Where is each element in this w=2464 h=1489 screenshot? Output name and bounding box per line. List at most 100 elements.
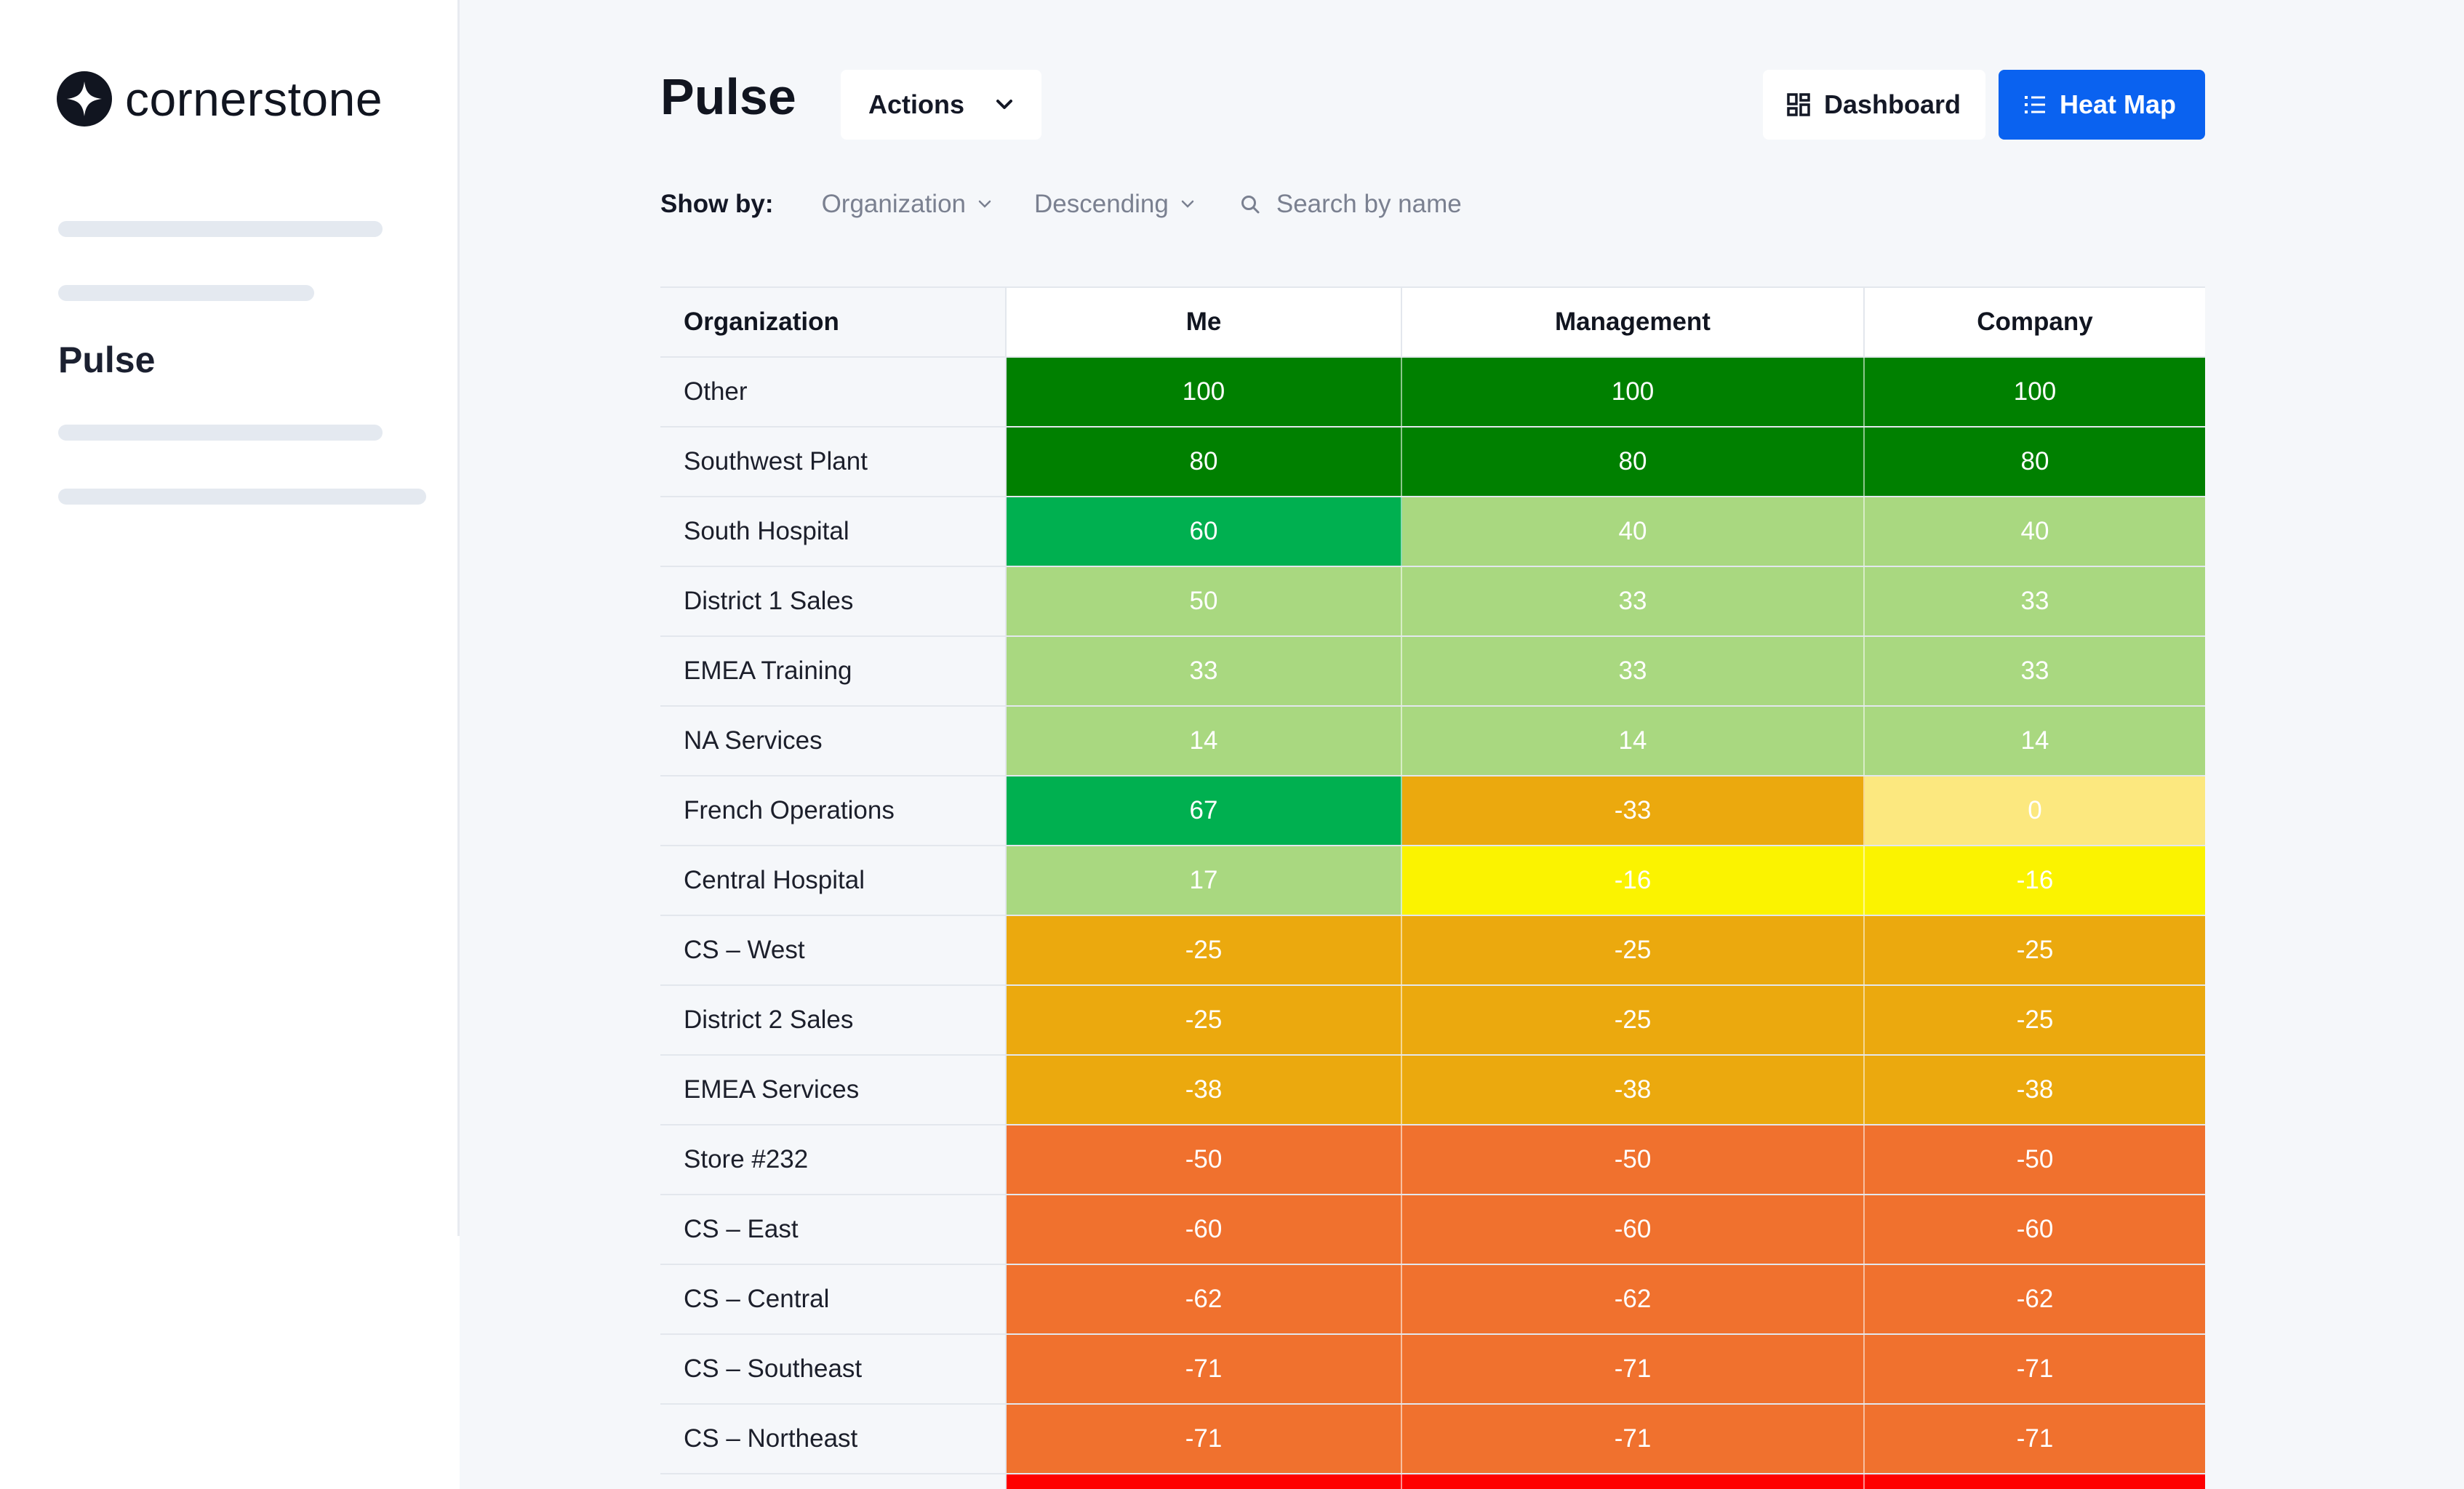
score-cell-management[interactable]: -25 <box>1402 916 1865 984</box>
table-row[interactable]: EMEA Training 33 33 33 <box>660 637 2205 707</box>
actions-label: Actions <box>868 89 965 119</box>
score-cell-me[interactable]: 50 <box>1007 567 1402 635</box>
table-row[interactable]: District 1 Sales 50 33 33 <box>660 567 2205 637</box>
chevron-down-icon <box>996 100 1012 109</box>
chevron-down-icon <box>1181 200 1194 208</box>
score-cell-company[interactable]: -16 <box>1865 846 2205 915</box>
table-row[interactable]: CS – West -25 -25 -25 <box>660 916 2205 986</box>
score-cell-management[interactable]: -50 <box>1402 1125 1865 1194</box>
organization-name: Store #232 <box>660 1125 1007 1194</box>
score-cell-company[interactable]: -50 <box>1865 1125 2205 1194</box>
brand-name: cornerstone <box>125 72 383 126</box>
score-cell-me[interactable]: 67 <box>1007 776 1402 845</box>
score-cell-company[interactable]: 80 <box>1865 428 2205 496</box>
table-row[interactable]: EMEA Services -38 -38 -38 <box>660 1056 2205 1125</box>
sidebar-item-pulse[interactable]: Pulse <box>58 340 156 380</box>
table-row[interactable]: District 2 Sales -25 -25 -25 <box>660 986 2205 1056</box>
score-cell-company[interactable]: -71 <box>1865 1335 2205 1403</box>
score-cell-me[interactable]: 14 <box>1007 707 1402 775</box>
search-input[interactable]: Search by name <box>1240 190 1462 219</box>
score-cell-management[interactable]: 33 <box>1402 567 1865 635</box>
score-cell-management[interactable]: -16 <box>1402 846 1865 915</box>
dashboard-button[interactable]: Dashboard <box>1763 70 1985 140</box>
heat-map-button[interactable]: Heat Map <box>1999 70 2205 140</box>
score-cell-me <box>1007 1474 1402 1489</box>
score-cell-management[interactable]: -71 <box>1402 1335 1865 1403</box>
organization-name: NA Services <box>660 707 1007 775</box>
score-cell-management[interactable]: -33 <box>1402 776 1865 845</box>
nav-placeholder-1 <box>58 221 383 237</box>
score-cell-management[interactable]: 14 <box>1402 707 1865 775</box>
score-cell-me[interactable]: -50 <box>1007 1125 1402 1194</box>
table-row[interactable]: Other 100 100 100 <box>660 358 2205 428</box>
organization-name: Central Hospital <box>660 846 1007 915</box>
column-header-me[interactable]: Me <box>1007 288 1402 356</box>
table-row[interactable]: Central Hospital 17 -16 -16 <box>660 846 2205 916</box>
score-cell-management[interactable]: 40 <box>1402 497 1865 566</box>
score-cell-management[interactable]: -62 <box>1402 1265 1865 1333</box>
score-cell-company[interactable]: -38 <box>1865 1056 2205 1124</box>
score-cell-company[interactable]: -71 <box>1865 1405 2205 1473</box>
score-cell-me[interactable]: -38 <box>1007 1056 1402 1124</box>
score-cell-me[interactable]: 60 <box>1007 497 1402 566</box>
score-cell-company[interactable]: 33 <box>1865 637 2205 705</box>
column-header-management[interactable]: Management <box>1402 288 1865 356</box>
brand-logo[interactable]: cornerstone <box>57 71 383 127</box>
score-cell-me[interactable]: -62 <box>1007 1265 1402 1333</box>
table-row[interactable]: Southwest Plant 80 80 80 <box>660 428 2205 497</box>
column-header-organization[interactable]: Organization <box>660 288 1007 356</box>
organization-name: EMEA Services <box>660 1056 1007 1124</box>
table-row[interactable]: CS – Southeast -71 -71 -71 <box>660 1335 2205 1405</box>
table-row[interactable]: CS – Northeast -71 -71 -71 <box>660 1405 2205 1474</box>
score-cell-management[interactable]: -71 <box>1402 1405 1865 1473</box>
table-row[interactable]: CS – East -60 -60 -60 <box>660 1195 2205 1265</box>
sort-order-value: Descending <box>1034 190 1169 218</box>
organization-name: CS – Southeast <box>660 1335 1007 1403</box>
table-header-row: Organization Me Management Company <box>660 286 2205 358</box>
table-row[interactable]: CS – Central -62 -62 -62 <box>660 1265 2205 1335</box>
score-cell-management[interactable]: -38 <box>1402 1056 1865 1124</box>
score-cell-me[interactable]: -25 <box>1007 916 1402 984</box>
score-cell-management[interactable]: 33 <box>1402 637 1865 705</box>
score-cell-company[interactable]: -25 <box>1865 986 2205 1054</box>
score-cell-company[interactable]: 40 <box>1865 497 2205 566</box>
sort-order-dropdown[interactable]: Descending <box>1034 190 1195 219</box>
score-cell-me[interactable]: -60 <box>1007 1195 1402 1264</box>
score-cell-company[interactable]: 0 <box>1865 776 2205 845</box>
search-icon <box>1241 196 1260 214</box>
nav-placeholder-2 <box>58 285 314 301</box>
score-cell-me[interactable]: 17 <box>1007 846 1402 915</box>
table-row[interactable]: South Hospital 60 40 40 <box>660 497 2205 567</box>
page-title: Pulse <box>660 68 796 125</box>
search-placeholder: Search by name <box>1276 190 1462 218</box>
score-cell-management[interactable]: 80 <box>1402 428 1865 496</box>
nav-placeholder-3 <box>58 425 383 441</box>
organization-name: South Hospital <box>660 497 1007 566</box>
group-by-dropdown[interactable]: Organization <box>822 190 992 219</box>
score-cell-management[interactable]: -25 <box>1402 986 1865 1054</box>
score-cell-me[interactable]: 33 <box>1007 637 1402 705</box>
score-cell-company[interactable]: 100 <box>1865 358 2205 426</box>
show-by-label: Show by: <box>660 190 774 218</box>
table-row[interactable]: NA Services 14 14 14 <box>660 707 2205 776</box>
score-cell-company[interactable]: 14 <box>1865 707 2205 775</box>
heat-map-table: Organization Me Management Company Other… <box>660 286 2205 1489</box>
heat-map-label: Heat Map <box>2060 89 2177 119</box>
score-cell-me[interactable]: -25 <box>1007 986 1402 1054</box>
score-cell-company[interactable]: -62 <box>1865 1265 2205 1333</box>
column-header-company[interactable]: Company <box>1865 288 2205 356</box>
score-cell-management[interactable]: 100 <box>1402 358 1865 426</box>
organization-name: EMEA Training <box>660 637 1007 705</box>
score-cell-company[interactable]: -25 <box>1865 916 2205 984</box>
score-cell-me[interactable]: 100 <box>1007 358 1402 426</box>
score-cell-me[interactable]: -71 <box>1007 1335 1402 1403</box>
table-row[interactable]: French Operations 67 -33 0 <box>660 776 2205 846</box>
actions-dropdown-button[interactable]: Actions <box>841 70 1041 140</box>
organization-name <box>660 1474 1007 1489</box>
score-cell-management[interactable]: -60 <box>1402 1195 1865 1264</box>
table-row[interactable]: Store #232 -50 -50 -50 <box>660 1125 2205 1195</box>
score-cell-company[interactable]: -60 <box>1865 1195 2205 1264</box>
score-cell-company[interactable]: 33 <box>1865 567 2205 635</box>
score-cell-me[interactable]: 80 <box>1007 428 1402 496</box>
score-cell-me[interactable]: -71 <box>1007 1405 1402 1473</box>
